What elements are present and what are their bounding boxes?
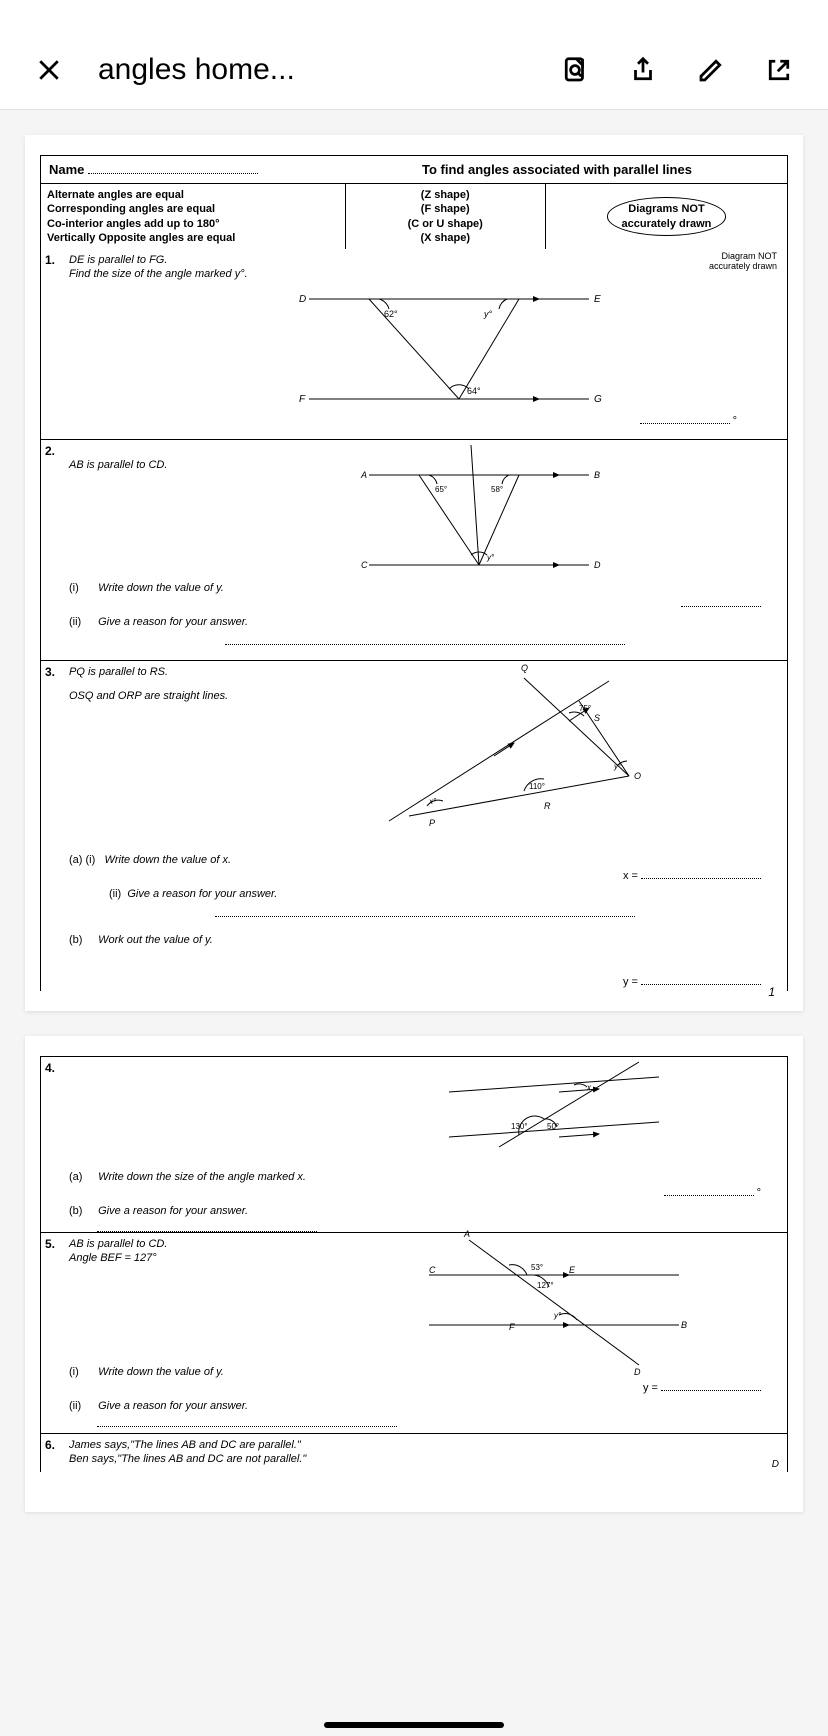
q3-part-b: (b) Work out the value of y. [69, 934, 781, 946]
q2-part-i: (i) Write down the value of y. [69, 582, 781, 594]
svg-text:Q: Q [521, 663, 528, 673]
q1-diagram: D E F G 62° y° 64° [289, 269, 649, 434]
q3-x-answer: x = [69, 870, 781, 882]
svg-text:C: C [361, 560, 368, 570]
rules-row: Alternate angles are equal Corresponding… [40, 183, 788, 249]
header-row: Name To find angles associated with para… [40, 155, 788, 183]
q6-text-2: Ben says,"The lines AB and DC are not pa… [69, 1452, 781, 1466]
svg-text:y°: y° [613, 762, 622, 771]
svg-text:62°: 62° [384, 309, 398, 319]
rules-shapes: (Z shape) (F shape) (C or U shape) (X sh… [346, 184, 546, 249]
worksheet-page-1: Name To find angles associated with para… [25, 135, 803, 1011]
svg-text:53°: 53° [531, 1263, 543, 1272]
q3-part-a-i: (a) (i) Write down the value of x. [69, 854, 781, 866]
q3-diagram: Q S O R P 110° 75° x° y° [369, 661, 669, 831]
svg-text:110°: 110° [529, 782, 545, 791]
question-1: 1. DE is parallel to FG. Find the size o… [40, 249, 788, 440]
svg-text:C: C [429, 1265, 436, 1275]
svg-text:F: F [509, 1322, 515, 1332]
q4-answer: ° [69, 1187, 781, 1199]
svg-text:B: B [594, 470, 600, 480]
home-indicator[interactable] [324, 1722, 504, 1728]
q4-part-b: (b) Give a reason for your answer. [69, 1205, 781, 1217]
svg-text:130°: 130° [511, 1122, 528, 1131]
svg-text:R: R [544, 801, 551, 811]
q4-part-a: (a) Write down the size of the angle mar… [69, 1171, 781, 1183]
worksheet-page-2: 4. x 130° 50° (a) Write down the size of… [25, 1036, 803, 1512]
q5-number: 5. [41, 1233, 69, 1433]
svg-text:D: D [299, 294, 306, 305]
search-in-page-icon[interactable] [556, 51, 594, 89]
q1-text-1: DE is parallel to FG. [69, 253, 781, 267]
q6-number: 6. [41, 1434, 69, 1472]
status-bar [0, 0, 828, 30]
svg-text:y°: y° [486, 553, 495, 562]
svg-text:A: A [360, 470, 367, 480]
q2-diagram: A B C D 65° 58° y° [349, 440, 629, 580]
question-5: 5. AB is parallel to CD. Angle BEF = 127… [40, 1233, 788, 1434]
svg-text:50°: 50° [547, 1122, 559, 1131]
svg-text:E: E [594, 294, 601, 305]
rules-text: Alternate angles are equal Corresponding… [41, 184, 346, 249]
objective-label: To find angles associated with parallel … [414, 156, 787, 183]
q2-number: 2. [41, 440, 69, 660]
svg-text:S: S [594, 713, 600, 723]
q3-number: 3. [41, 661, 69, 991]
q4-number: 4. [41, 1057, 69, 1232]
close-icon[interactable] [30, 51, 68, 89]
svg-text:F: F [299, 394, 306, 405]
edit-icon[interactable] [692, 51, 730, 89]
svg-text:B: B [681, 1320, 687, 1330]
document-title: angles home... [98, 53, 526, 87]
q1-number: 1. [41, 249, 69, 439]
svg-text:x°: x° [428, 797, 437, 806]
question-2: 2. AB is parallel to CD. A B C D 65° 58° [40, 440, 788, 661]
q6-label-d: D [772, 1459, 779, 1470]
page-number: 1 [768, 985, 775, 999]
svg-text:E: E [569, 1265, 576, 1275]
q5-diagram: A C E B F D 53° 127° y° [409, 1225, 699, 1385]
question-4: 4. x 130° 50° (a) Write down the size of… [40, 1056, 788, 1233]
svg-text:G: G [594, 394, 602, 405]
svg-text:127°: 127° [537, 1281, 554, 1290]
svg-text:A: A [463, 1229, 470, 1239]
rules-note: Diagrams NOTaccurately drawn [546, 184, 787, 249]
q1-answer: ° [640, 415, 757, 427]
svg-text:65°: 65° [435, 485, 447, 494]
svg-text:P: P [429, 818, 435, 828]
svg-text:D: D [634, 1367, 641, 1377]
q2-answer [69, 598, 781, 610]
top-toolbar: angles home... [0, 30, 828, 110]
q6-text-1: James says,"The lines AB and DC are para… [69, 1438, 781, 1452]
share-icon[interactable] [624, 51, 662, 89]
diagram-note: Diagram NOTaccurately drawn [709, 251, 777, 271]
q4-diagram: x 130° 50° [439, 1057, 689, 1172]
svg-text:y°: y° [483, 309, 493, 319]
q3-part-a-ii: (ii) Give a reason for your answer. [109, 888, 781, 900]
name-label: Name [41, 156, 414, 183]
svg-text:75°: 75° [579, 704, 591, 713]
q2-part-ii: (ii) Give a reason for your answer. [69, 616, 781, 628]
svg-text:y°: y° [553, 1311, 562, 1320]
svg-text:64°: 64° [467, 386, 481, 396]
svg-text:D: D [594, 560, 601, 570]
svg-text:58°: 58° [491, 485, 503, 494]
question-3: 3. PQ is parallel to RS. OSQ and ORP are… [40, 661, 788, 991]
svg-text:O: O [634, 771, 641, 781]
open-external-icon[interactable] [760, 51, 798, 89]
question-6: 6. James says,"The lines AB and DC are p… [40, 1434, 788, 1472]
q5-part-ii: (ii) Give a reason for your answer. [69, 1400, 781, 1412]
q3-y-answer: y = [69, 976, 781, 988]
